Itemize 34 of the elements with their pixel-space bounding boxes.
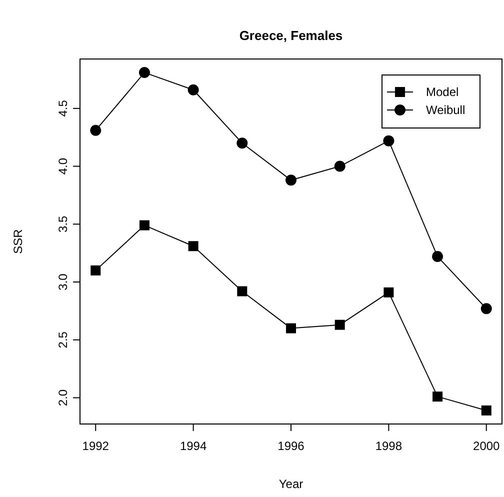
point xyxy=(237,286,248,296)
point xyxy=(432,392,443,402)
y-tick-label: 4.0 xyxy=(56,158,70,175)
chart-title: Greece, Females xyxy=(239,28,343,43)
y-tick-label: 3.0 xyxy=(56,273,70,290)
point xyxy=(481,405,492,416)
x-axis-title: Year xyxy=(278,477,304,491)
point xyxy=(139,220,150,230)
y-tick-label: 2.5 xyxy=(56,331,70,348)
x-tick-label: 1996 xyxy=(278,439,305,453)
x-tick-label: 1992 xyxy=(82,439,110,453)
y-axis-title: SSR xyxy=(11,228,25,254)
x-tick-label: 1994 xyxy=(180,439,207,453)
point xyxy=(334,320,345,330)
point xyxy=(286,323,296,334)
point xyxy=(480,303,492,314)
point xyxy=(236,138,248,149)
legend-label: Model xyxy=(426,85,459,99)
point xyxy=(90,265,101,276)
point xyxy=(188,84,199,96)
y-tick-label: 4.5 xyxy=(56,100,70,117)
point xyxy=(334,160,346,172)
y-tick-label: 3.5 xyxy=(56,215,70,232)
x-tick-label: 1998 xyxy=(375,439,402,453)
point xyxy=(90,124,102,136)
point xyxy=(138,67,150,78)
y-tick-label: 2.0 xyxy=(56,389,70,406)
point xyxy=(286,174,296,186)
point xyxy=(432,251,444,262)
point xyxy=(383,135,394,146)
legend-label: Weibull xyxy=(426,103,466,117)
x-tick-label: 2000 xyxy=(473,439,500,453)
point xyxy=(384,287,394,298)
point xyxy=(188,241,198,252)
